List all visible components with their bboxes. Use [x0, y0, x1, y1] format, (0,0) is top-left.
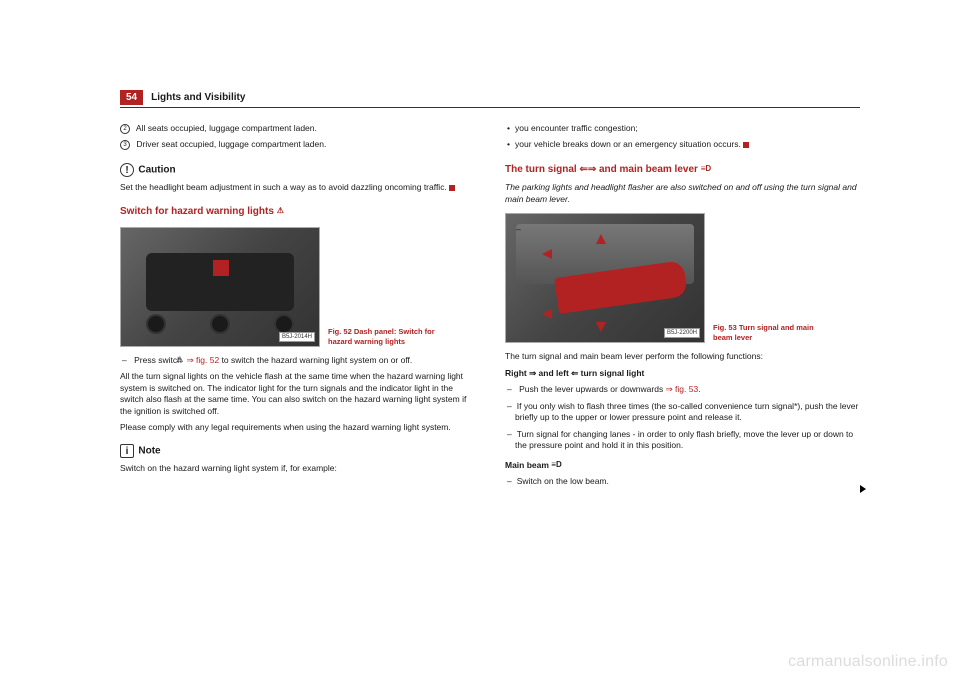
knob-icon [210, 314, 230, 334]
figure-52: B5J-2014H Fig. 52 Dash panel: Switch for… [120, 227, 475, 347]
watermark: carmanualsonline.info [788, 653, 948, 671]
manual-page: 54 Lights and Visibility 2 All seats occ… [120, 90, 860, 493]
note-label: Note [138, 445, 160, 456]
caution-text: Set the headlight beam adjustment in suc… [120, 182, 475, 193]
bullet-2-row: your vehicle breaks down or an emergency… [505, 139, 860, 150]
fig53-tag: B5J-2200H [664, 328, 700, 338]
note-block: i Note [120, 444, 475, 458]
rl1-prefix: Push the lever upwards or downwards [519, 384, 665, 394]
arrow-down-icon [596, 322, 606, 332]
main-beam-icon: ≡D [701, 164, 711, 175]
rl-item-2: If you only wish to flash three times (t… [505, 401, 860, 424]
main-beam-label: Main beam [505, 460, 551, 470]
note-icon: i [120, 444, 134, 458]
end-mark-icon [743, 142, 749, 148]
main-item-1: Switch on the low beam. [505, 476, 860, 487]
hazard-para-1: All the turn signal lights on the vehicl… [120, 371, 475, 417]
turn-signal-heading-text: The turn signal ⇐⇒ and main beam lever [505, 164, 701, 175]
hazard-heading-text: Switch for hazard warning lights [120, 206, 277, 217]
subheading-main-beam: Main beam ≡D [505, 460, 860, 471]
fig52-link: ⇒ fig. 52 [187, 355, 220, 365]
legend-item-3: 3 Driver seat occupied, luggage compartm… [120, 139, 475, 150]
left-column: 2 All seats occupied, luggage compartmen… [120, 118, 475, 493]
arrow-back-upper-icon [542, 249, 552, 259]
subheading-rl: Right ⇒ and left ⇐ turn signal light [505, 368, 860, 379]
figure-53: B5J-2200H Fig. 53 Turn signal and main b… [505, 213, 860, 343]
rl1-suffix: . [698, 384, 700, 394]
hazard-para-2: Please comply with any legal requirement… [120, 422, 475, 433]
rl-item-3: Turn signal for changing lanes - in orde… [505, 429, 860, 452]
note-text: Switch on the hazard warning light syste… [120, 463, 475, 474]
fig53-link: ⇒ fig. 53 [666, 384, 699, 394]
legend-2-text: All seats occupied, luggage compartment … [136, 123, 317, 133]
press-instruction: Press switch ⚠ ⇒ fig. 52 to switch the h… [120, 355, 475, 366]
hazard-heading: Switch for hazard warning lights ⚠ [120, 205, 475, 219]
caution-icon: ! [120, 163, 134, 177]
fig52-image: B5J-2014H [120, 227, 320, 347]
rl-item-1: Push the lever upwards or downwards ⇒ fi… [505, 384, 860, 395]
continue-arrow-icon [860, 485, 866, 493]
turn-signal-intro: The parking lights and headlight flasher… [505, 182, 860, 205]
fig52-caption: Fig. 52 Dash panel: Switch for hazard wa… [328, 327, 438, 347]
content-columns: 2 All seats occupied, luggage compartmen… [120, 118, 860, 493]
caution-block: ! Caution [120, 163, 475, 177]
marker-3-icon: 3 [120, 140, 130, 150]
end-mark-icon [449, 185, 455, 191]
bullet-2: your vehicle breaks down or an emergency… [507, 139, 741, 149]
fig53-caption: Fig. 53 Turn signal and main beam lever [713, 323, 823, 343]
fig53-image: B5J-2200H [505, 213, 705, 343]
page-header: 54 Lights and Visibility [120, 90, 860, 108]
right-column: you encounter traffic congestion; your v… [505, 118, 860, 493]
press-suffix: to switch the hazard warning light syste… [219, 355, 412, 365]
page-number: 54 [120, 90, 143, 105]
hazard-triangle-icon: ⚠ [277, 206, 284, 217]
marker-2-icon: 2 [120, 124, 130, 134]
bullet-1: you encounter traffic congestion; [505, 123, 860, 134]
knob-icon [146, 314, 166, 334]
main-beam-icon: ≡D [551, 460, 561, 471]
section-title: Lights and Visibility [151, 92, 245, 103]
caution-label: Caution [138, 164, 175, 175]
arrow-back-lower-icon [542, 309, 552, 319]
fig52-knobs [146, 314, 294, 336]
caution-body: Set the headlight beam adjustment in suc… [120, 182, 447, 192]
turn-signal-heading: The turn signal ⇐⇒ and main beam lever ≡… [505, 163, 860, 177]
legend-item-2: 2 All seats occupied, luggage compartmen… [120, 123, 475, 134]
arrow-up-icon [596, 234, 606, 244]
legend-3-text: Driver seat occupied, luggage compartmen… [136, 139, 326, 149]
functions-para: The turn signal and main beam lever perf… [505, 351, 860, 362]
fig52-tag: B5J-2014H [279, 332, 315, 342]
